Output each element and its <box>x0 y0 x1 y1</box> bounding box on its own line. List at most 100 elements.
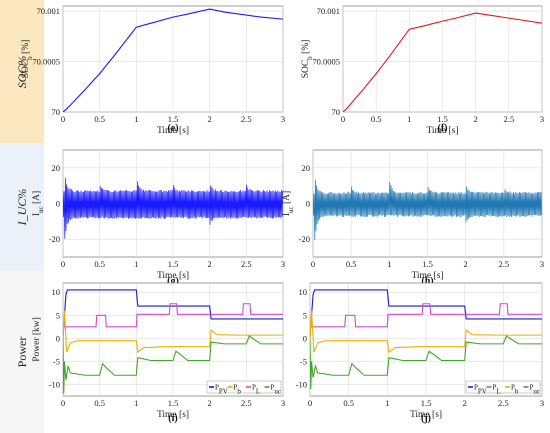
x-axis-label: Time [s] <box>426 126 458 136</box>
row-band-iuc <box>0 143 44 271</box>
row-band-power <box>0 271 44 433</box>
y-axis-label: SOCb [%] <box>301 40 314 79</box>
series-line-f <box>343 12 542 112</box>
x-tick-label: 1.5 <box>168 398 179 408</box>
row-band-soc <box>0 0 44 143</box>
y-tick-label: 70.001 <box>317 6 340 16</box>
x-tick-label: 1.5 <box>437 114 448 124</box>
x-tick-label: 1 <box>385 398 389 408</box>
chart-f: 0 0.5 1 1.5 2 2.5 3 70 70.0005 70.001 Time [s] SOCb… <box>301 5 544 136</box>
series-line-p-pv <box>63 289 283 339</box>
y-tick-label: 70.0005 <box>32 57 60 67</box>
current-signal-h <box>313 179 542 240</box>
chart-h: 0 0.5 1 1.5 2 2.5 3 -20 0 20 Time [s] Iuc [A] (h) <box>282 149 544 287</box>
panel-label: (h) <box>421 276 433 287</box>
x-tick-label: 2.5 <box>498 398 509 408</box>
x-axis-label: Time [s] <box>411 271 443 281</box>
data-layer-i <box>63 289 283 394</box>
charts-layer: 0 0.5 1 1.5 2 2.5 3 70 70.0005 70.001 Time [s] SOCb… <box>21 5 544 424</box>
current-signal-g <box>63 178 283 239</box>
y-tick-label: 20 <box>302 163 311 173</box>
data-layer-e <box>63 8 283 112</box>
x-tick-label: 3 <box>281 114 285 124</box>
x-tick-label: 0 <box>61 398 65 408</box>
panel-label: (f) <box>438 123 448 134</box>
y-tick-label: 70.001 <box>37 6 60 16</box>
legend-entry: PL <box>252 384 260 396</box>
legend-entry: PPV <box>215 384 228 396</box>
panel-label: (j) <box>421 413 431 424</box>
y-tick-label: 70.0005 <box>312 57 340 67</box>
x-tick-label: 1 <box>407 114 411 124</box>
data-layer-h <box>313 179 542 240</box>
legend-box <box>465 380 541 394</box>
row-label-power: Power <box>15 337 29 368</box>
x-tick-label: 2.5 <box>504 114 515 124</box>
y-tick-label: 70 <box>52 107 61 117</box>
legend-box <box>206 380 282 394</box>
y-tick-label: -5 <box>53 356 60 366</box>
y-axis-label: Iuc [A] <box>282 191 295 216</box>
x-tick-label: 3 <box>540 114 544 124</box>
data-layer-f <box>343 12 542 112</box>
x-tick-label: 0.5 <box>94 259 105 269</box>
panel-label: (g) <box>167 276 179 287</box>
y-tick-label: 0 <box>56 333 60 343</box>
x-axis-label: Time [s] <box>157 271 189 281</box>
series-line-p-l <box>310 303 542 328</box>
x-tick-label: 2.5 <box>499 259 510 269</box>
x-tick-label: 2.5 <box>241 398 252 408</box>
x-tick-label: 3 <box>281 259 285 269</box>
legend-entry: Puc <box>530 384 541 396</box>
legend-entry: Pb <box>234 384 242 396</box>
series-line-p-uc <box>63 335 283 394</box>
x-tick-label: 0.5 <box>371 114 382 124</box>
series-line-p-b <box>310 310 542 354</box>
x-tick-label: 2 <box>208 114 212 124</box>
y-tick-label: -20 <box>49 234 60 244</box>
series-line-p-l <box>63 303 283 328</box>
x-tick-label: 0 <box>311 259 315 269</box>
x-tick-label: 1 <box>134 398 138 408</box>
y-tick-label: 0 <box>56 199 60 209</box>
chart-i: 0 0.5 1 1.5 2 2.5 3 -10 -5 0 5 10 Time [s] Power [kw]… <box>32 282 285 424</box>
x-tick-label: 0 <box>61 259 65 269</box>
y-axis-label: SOCb [%] <box>21 40 34 79</box>
legend-entry: PPV <box>474 384 487 396</box>
x-tick-label: 2 <box>474 114 478 124</box>
x-tick-label: 1 <box>134 259 138 269</box>
data-layer-j <box>310 289 542 390</box>
x-tick-label: 2 <box>463 398 467 408</box>
panel-label: (e) <box>167 123 178 134</box>
legend-entry: PL <box>493 384 501 396</box>
y-tick-label: 10 <box>299 287 308 297</box>
panel-label: (i) <box>168 413 177 424</box>
chart-g: 0 0.5 1 1.5 2 2.5 3 -20 0 20 Time [s] Iuc [A] (g) <box>32 149 285 287</box>
x-tick-label: 1.5 <box>421 398 432 408</box>
legend-j: PPV PL Pb Puc <box>465 380 541 396</box>
y-axis-label: Iuc [A] <box>32 191 45 216</box>
legend-entry: Puc <box>271 384 282 396</box>
x-axis-label: Time [s] <box>410 410 442 420</box>
row-label-soc: SOC% <box>15 56 29 89</box>
y-tick-label: 70 <box>332 107 341 117</box>
x-tick-label: 0.5 <box>346 259 357 269</box>
data-layer-g <box>63 178 283 239</box>
row-label-iuc: I_UC% <box>15 189 29 227</box>
x-tick-label: 0 <box>61 114 65 124</box>
x-tick-label: 0.5 <box>94 398 105 408</box>
x-tick-label: 2.5 <box>241 259 252 269</box>
series-line-e <box>63 8 283 112</box>
x-tick-label: 1.5 <box>422 259 433 269</box>
x-tick-label: 3 <box>281 398 285 408</box>
y-tick-label: -10 <box>49 379 60 389</box>
y-tick-label: 5 <box>56 310 60 320</box>
legend-entry: Pb <box>511 384 519 396</box>
chart-e: 0 0.5 1 1.5 2 2.5 3 70 70.0005 70.001 Time [s] SOCb… <box>21 5 285 136</box>
y-tick-label: -10 <box>296 379 307 389</box>
x-tick-label: 0.5 <box>343 398 354 408</box>
x-tick-label: 3 <box>540 398 544 408</box>
x-axis-label: Time [s] <box>157 410 189 420</box>
y-axis-label: Power [kw] <box>32 317 42 362</box>
